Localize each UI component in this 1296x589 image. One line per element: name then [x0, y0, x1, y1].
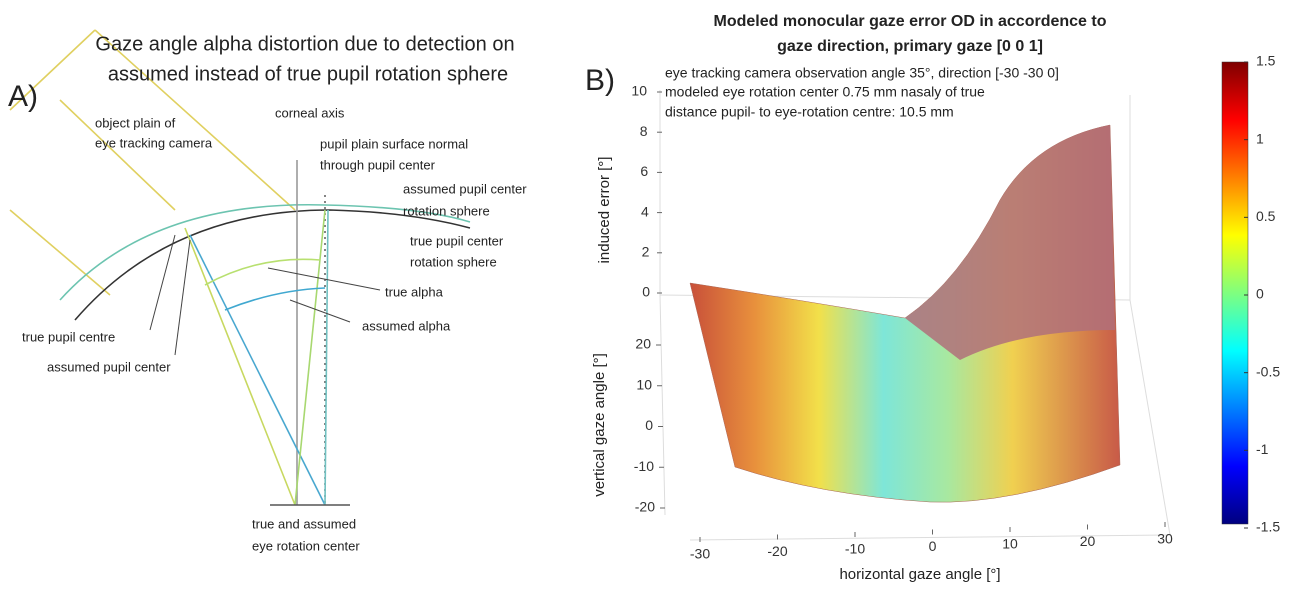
annotation: distance pupil- to eye-rotation centre: … [665, 104, 954, 120]
diagram-label: eye rotation center [252, 538, 360, 553]
colorbar-tick-label: 1 [1256, 130, 1264, 146]
y-tick-label: -20 [635, 499, 655, 515]
x-tick-label: 30 [1157, 531, 1173, 547]
diagram-a [9, 29, 471, 506]
colorbar-tick-label: -1 [1256, 441, 1269, 457]
z-axis-label: induced error [°] [596, 157, 613, 264]
surface-wall [905, 125, 1115, 360]
diagram-label: true pupil center [410, 233, 504, 248]
colorbar-tick-label: -1.5 [1256, 519, 1280, 535]
z-tick-label: 4 [641, 203, 649, 219]
colorbar-tick-label: 1.5 [1256, 53, 1276, 69]
diagram-label: pupil plain surface normal [320, 136, 468, 151]
y-axis-label: vertical gaze angle [°] [591, 353, 608, 497]
z-tick-label: 10 [631, 83, 647, 99]
diagram-label: true pupil centre [22, 329, 115, 344]
diagram-label: object plain of [95, 115, 176, 130]
x-tick-label: -30 [690, 546, 710, 562]
panel-b-title: Modeled monocular gaze error OD in accor… [714, 13, 1107, 30]
diagram-label: rotation sphere [403, 203, 490, 218]
panel-a-title: assumed instead of true pupil rotation s… [108, 63, 508, 85]
x-tick-label: 0 [929, 538, 937, 554]
x-tick-label: 10 [1002, 536, 1018, 552]
annotation: modeled eye rotation center 0.75 mm nasa… [665, 84, 985, 100]
diagram-label: assumed alpha [362, 318, 451, 333]
panel-b-title: gaze direction, primary gaze [0 0 1] [777, 38, 1043, 55]
y-tick-label: 20 [635, 336, 651, 352]
diagram-label: corneal axis [275, 105, 345, 120]
panel-label: B) [585, 64, 615, 97]
colorbar [1221, 61, 1249, 525]
y-tick-label: 10 [636, 376, 652, 392]
diagram-label: through pupil center [320, 157, 436, 172]
panel-label: A) [8, 80, 38, 113]
colorbar-tick-label: 0 [1256, 286, 1264, 302]
diagram-label: assumed pupil center [403, 181, 527, 196]
diagram-label: assumed pupil center [47, 359, 171, 374]
diagram-label: true alpha [385, 284, 444, 299]
diagram-label: true and assumed [252, 516, 356, 531]
x-axis-label: horizontal gaze angle [°] [839, 566, 1000, 583]
z-tick-label: 2 [642, 244, 650, 260]
diagram-label: eye tracking camera [95, 135, 213, 150]
x-tick-label: 20 [1080, 533, 1096, 549]
panel-a-title: Gaze angle alpha distortion due to detec… [95, 33, 514, 55]
x-tick-label: -20 [767, 543, 787, 559]
colorbar-tick-label: 0.5 [1256, 208, 1276, 224]
x-tick-label: -10 [845, 541, 865, 557]
z-tick-label: 8 [640, 123, 648, 139]
colorbar-tick-label: -0.5 [1256, 363, 1280, 379]
z-tick-label: 0 [642, 284, 650, 300]
y-tick-label: -10 [634, 458, 654, 474]
y-tick-label: 0 [645, 417, 653, 433]
diagram-label: rotation sphere [410, 254, 497, 269]
annotation: eye tracking camera observation angle 35… [665, 65, 1059, 81]
z-tick-label: 6 [640, 163, 648, 179]
